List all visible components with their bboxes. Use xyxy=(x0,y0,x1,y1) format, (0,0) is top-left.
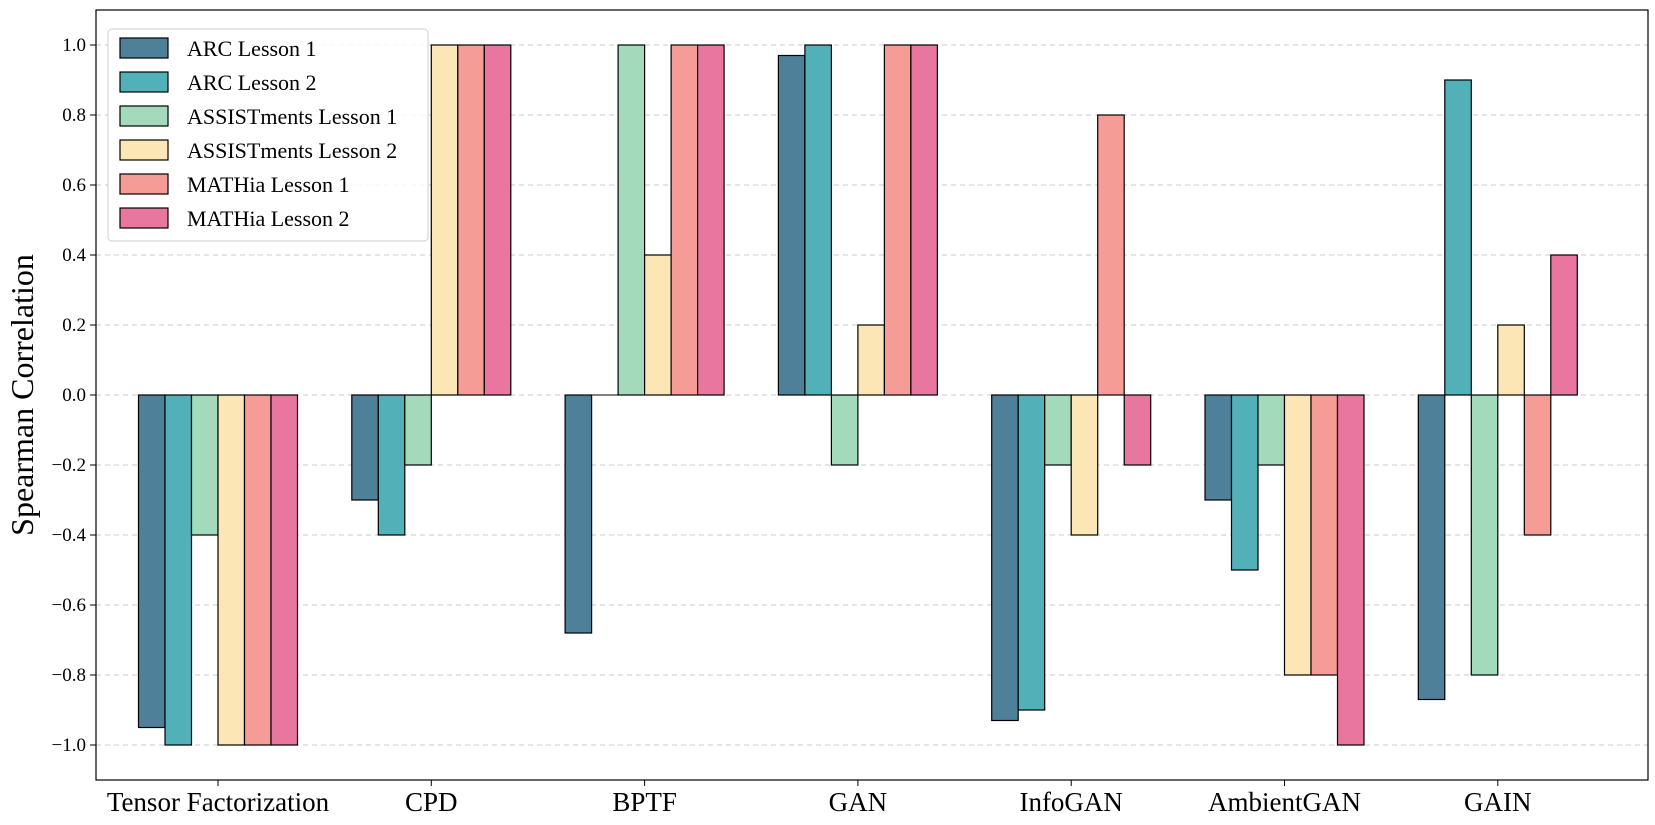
bar-arc-lesson-2-3 xyxy=(804,44,833,396)
bar-mathia-lesson-1-0 xyxy=(243,394,272,746)
y-tick-label: 0.8 xyxy=(62,105,86,126)
x-tick-label: InfoGAN xyxy=(1019,787,1122,817)
bar-assistments-lesson-1-4 xyxy=(1044,394,1072,466)
bar-assistments-lesson-2-4 xyxy=(1070,394,1099,536)
x-tick-label: GAN xyxy=(829,787,888,817)
x-tick-label: Tensor Factorization xyxy=(107,787,330,817)
bar-arc-lesson-1-0 xyxy=(137,394,166,729)
legend-label: ASSISTments Lesson 2 xyxy=(187,138,397,163)
bar-arc-lesson-1-5 xyxy=(1204,394,1233,501)
bar-assistments-lesson-1-2 xyxy=(617,44,646,396)
y-tick-label: −1.0 xyxy=(52,735,86,756)
bar-mathia-lesson-1-3 xyxy=(883,44,912,396)
x-tick-label: CPD xyxy=(405,787,458,817)
x-tick-label: AmbientGAN xyxy=(1208,787,1361,817)
legend-swatch xyxy=(119,173,169,195)
bar-mathia-lesson-2-0 xyxy=(270,394,299,746)
bar-assistments-lesson-1-0 xyxy=(190,394,219,536)
bar-assistments-lesson-1-6 xyxy=(1470,394,1499,676)
bar-arc-lesson-2-1 xyxy=(377,394,406,536)
bar-mathia-lesson-2-1 xyxy=(483,44,512,396)
legend-swatch xyxy=(119,37,169,59)
y-tick-label: 1.0 xyxy=(62,35,86,56)
bar-mathia-lesson-2-2 xyxy=(696,44,725,396)
legend-swatch xyxy=(119,207,169,229)
legend-swatch xyxy=(119,139,169,161)
bar-assistments-lesson-1-3 xyxy=(830,394,859,466)
y-tick-label: 0.4 xyxy=(62,245,86,266)
bar-mathia-lesson-2-3 xyxy=(910,44,939,396)
x-tick-label: BPTF xyxy=(612,787,677,817)
bar-arc-lesson-2-0 xyxy=(164,394,193,746)
bar-mathia-lesson-1-5 xyxy=(1310,394,1339,676)
y-tick-label: 0.0 xyxy=(62,385,86,406)
legend-label: MATHia Lesson 2 xyxy=(187,206,350,231)
y-tick-label: −0.2 xyxy=(52,455,86,476)
legend-swatch xyxy=(119,105,169,127)
bar-arc-lesson-2-4 xyxy=(1017,394,1046,711)
bar-assistments-lesson-2-5 xyxy=(1283,394,1312,676)
x-tick-label: GAIN xyxy=(1464,787,1532,817)
bar-mathia-lesson-1-2 xyxy=(670,44,699,396)
bar-mathia-lesson-2-5 xyxy=(1336,394,1365,746)
y-tick-label: −0.6 xyxy=(52,595,86,616)
bar-mathia-lesson-1-4 xyxy=(1097,114,1125,396)
bar-assistments-lesson-2-0 xyxy=(217,394,246,746)
bar-arc-lesson-1-1 xyxy=(351,394,379,501)
y-tick-label: 0.2 xyxy=(62,315,86,336)
bar-mathia-lesson-2-6 xyxy=(1550,254,1578,396)
bar-mathia-lesson-1-6 xyxy=(1523,394,1552,536)
bar-arc-lesson-2-5 xyxy=(1230,394,1259,571)
y-axis-label: Spearman Correlation xyxy=(4,254,40,536)
bar-arc-lesson-1-4 xyxy=(991,394,1019,722)
bar-assistments-lesson-2-6 xyxy=(1497,324,1525,396)
legend-box xyxy=(107,28,429,242)
bar-assistments-lesson-2-2 xyxy=(643,254,672,396)
bar-assistments-lesson-1-5 xyxy=(1257,394,1286,466)
y-tick-label: −0.8 xyxy=(52,665,86,686)
bar-assistments-lesson-1-1 xyxy=(404,394,432,466)
legend-label: ARC Lesson 1 xyxy=(187,36,317,61)
bar-mathia-lesson-2-4 xyxy=(1123,394,1152,466)
legend-swatch xyxy=(119,71,169,93)
legend-label: ARC Lesson 2 xyxy=(187,70,317,95)
bar-assistments-lesson-2-1 xyxy=(430,44,459,396)
legend-label: MATHia Lesson 1 xyxy=(187,172,350,197)
y-tick-label: 0.6 xyxy=(62,175,86,196)
bar-mathia-lesson-1-1 xyxy=(457,44,485,396)
y-axis-ticks: −1.0 −0.8 −0.6 −0.4 −0.2 0.0 0.2 0.4 0.6 0.8 1.0 xyxy=(52,35,96,756)
legend-label: ASSISTments Lesson 1 xyxy=(187,104,397,129)
bar-arc-lesson-1-3 xyxy=(777,54,806,396)
legend: ARC Lesson 1 ARC Lesson 2 ASSISTments Less… xyxy=(107,28,429,242)
bars xyxy=(137,44,1578,746)
bar-arc-lesson-2-6 xyxy=(1444,79,1472,396)
x-axis-ticks: Tensor Factorization CPD BPTF GAN InfoGAN Amb… xyxy=(107,780,1532,817)
bar-assistments-lesson-2-3 xyxy=(857,324,886,396)
bar-arc-lesson-1-6 xyxy=(1417,394,1446,701)
y-tick-label: −0.4 xyxy=(52,525,87,546)
bar-arc-lesson-1-2 xyxy=(564,394,593,634)
